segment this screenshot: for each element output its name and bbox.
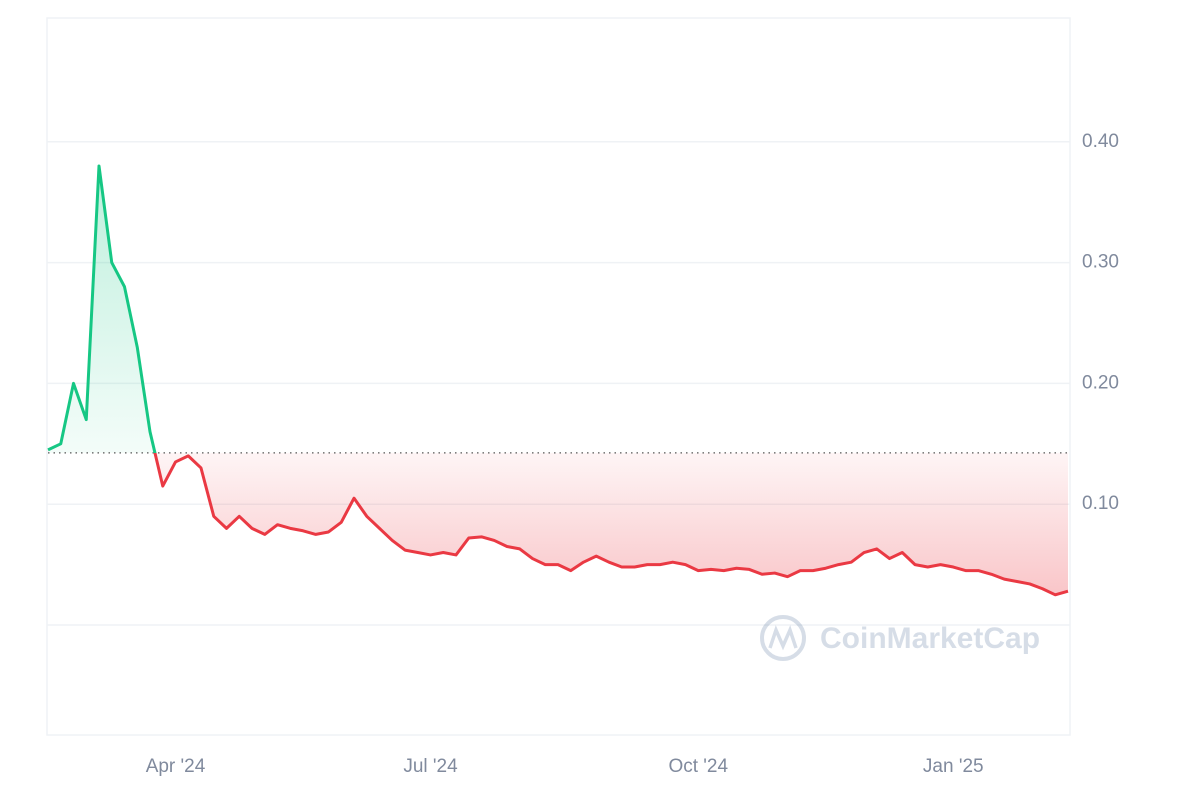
x-tick-label: Oct '24: [668, 756, 728, 777]
watermark-logo: [760, 615, 806, 661]
watermark-logo-mark: [768, 625, 798, 651]
price-line: [47, 164, 1069, 597]
y-tick-label: 0.40: [1082, 131, 1119, 152]
y-tick-label: 0.10: [1082, 493, 1119, 514]
x-tick-label: Apr '24: [146, 756, 206, 777]
y-tick-label: 0.20: [1082, 372, 1119, 393]
plot-frame: [46, 17, 1071, 736]
watermark: CoinMarketCap: [760, 615, 1040, 661]
watermark-text: CoinMarketCap: [820, 622, 1040, 655]
x-tick-label: Jan '25: [923, 756, 984, 777]
x-tick-label: Jul '24: [403, 756, 458, 777]
price-area: [48, 165, 1068, 595]
y-tick-label: 0.30: [1082, 252, 1119, 273]
